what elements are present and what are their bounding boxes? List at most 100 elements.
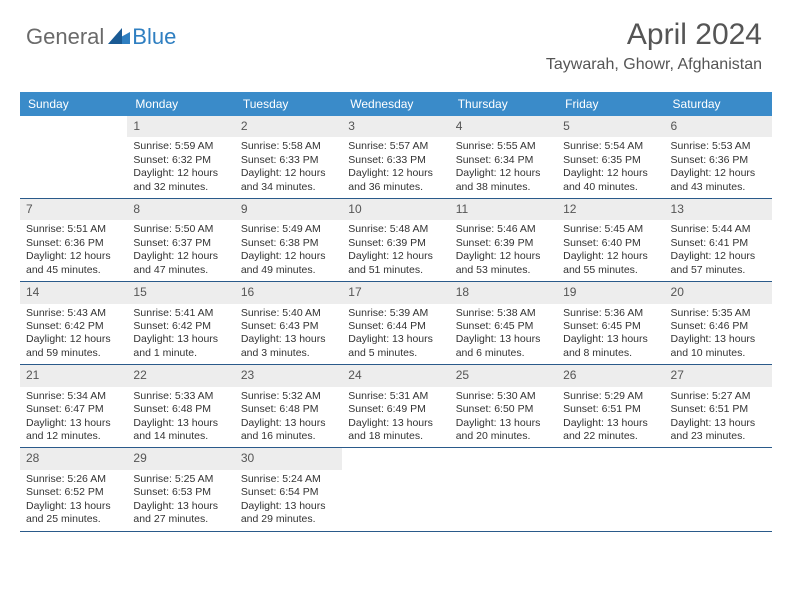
day-body: Sunrise: 5:38 AMSunset: 6:45 PMDaylight:… bbox=[450, 304, 557, 365]
day-body: Sunrise: 5:39 AMSunset: 6:44 PMDaylight:… bbox=[342, 304, 449, 365]
day-day1: Daylight: 12 hours bbox=[563, 167, 658, 180]
day-day1: Daylight: 13 hours bbox=[563, 417, 658, 430]
day-day2: and 36 minutes. bbox=[348, 181, 443, 194]
day-day2: and 49 minutes. bbox=[241, 264, 336, 277]
day-number: 21 bbox=[20, 365, 127, 386]
day-day2: and 47 minutes. bbox=[133, 264, 228, 277]
day-sunrise: Sunrise: 5:58 AM bbox=[241, 140, 336, 153]
day-sunrise: Sunrise: 5:46 AM bbox=[456, 223, 551, 236]
day-day1: Daylight: 12 hours bbox=[133, 167, 228, 180]
day-number: 3 bbox=[342, 116, 449, 137]
day-cell: 13 Sunrise: 5:44 AMSunset: 6:41 PMDayligh… bbox=[665, 199, 772, 281]
weekday-header: Monday bbox=[127, 92, 234, 116]
day-number: 17 bbox=[342, 282, 449, 303]
day-day1: Daylight: 13 hours bbox=[241, 500, 336, 513]
day-day1: Daylight: 12 hours bbox=[456, 167, 551, 180]
day-day1: Daylight: 13 hours bbox=[133, 500, 228, 513]
day-sunrise: Sunrise: 5:27 AM bbox=[671, 390, 766, 403]
day-day1: Daylight: 13 hours bbox=[563, 333, 658, 346]
day-sunrise: Sunrise: 5:59 AM bbox=[133, 140, 228, 153]
day-day1: Daylight: 13 hours bbox=[671, 417, 766, 430]
weekday-header: Thursday bbox=[450, 92, 557, 116]
day-day1: Daylight: 13 hours bbox=[348, 417, 443, 430]
day-day1: Daylight: 12 hours bbox=[671, 250, 766, 263]
day-number: 27 bbox=[665, 365, 772, 386]
day-body: Sunrise: 5:51 AMSunset: 6:36 PMDaylight:… bbox=[20, 220, 127, 281]
day-day1: Daylight: 13 hours bbox=[133, 333, 228, 346]
day-day2: and 10 minutes. bbox=[671, 347, 766, 360]
day-sunrise: Sunrise: 5:57 AM bbox=[348, 140, 443, 153]
logo-text-blue: Blue bbox=[132, 24, 176, 50]
day-cell: 17Sunrise: 5:39 AMSunset: 6:44 PMDayligh… bbox=[342, 282, 449, 364]
day-cell: 10Sunrise: 5:48 AMSunset: 6:39 PMDayligh… bbox=[342, 199, 449, 281]
week-row: 21Sunrise: 5:34 AMSunset: 6:47 PMDayligh… bbox=[20, 365, 772, 448]
day-cell: 9Sunrise: 5:49 AMSunset: 6:38 PMDaylight… bbox=[235, 199, 342, 281]
weekday-header: Friday bbox=[557, 92, 664, 116]
day-number: 1 bbox=[127, 116, 234, 137]
day-day1: Daylight: 13 hours bbox=[26, 500, 121, 513]
day-day2: and 18 minutes. bbox=[348, 430, 443, 443]
day-body: Sunrise: 5:43 AMSunset: 6:42 PMDaylight:… bbox=[20, 304, 127, 365]
day-cell: 5Sunrise: 5:54 AMSunset: 6:35 PMDaylight… bbox=[557, 116, 664, 198]
day-day1: Daylight: 13 hours bbox=[133, 417, 228, 430]
day-sunrise: Sunrise: 5:55 AM bbox=[456, 140, 551, 153]
day-body: Sunrise: 5:50 AMSunset: 6:37 PMDaylight:… bbox=[127, 220, 234, 281]
day-day2: and 27 minutes. bbox=[133, 513, 228, 526]
day-cell: . bbox=[342, 448, 449, 530]
week-row: 14Sunrise: 5:43 AMSunset: 6:42 PMDayligh… bbox=[20, 282, 772, 365]
page-header: General Blue April 2024 Taywarah, Ghowr,… bbox=[20, 16, 772, 88]
day-number: 5 bbox=[557, 116, 664, 137]
day-day1: Daylight: 12 hours bbox=[133, 250, 228, 263]
day-day2: and 57 minutes. bbox=[671, 264, 766, 277]
day-number: 13 bbox=[665, 199, 772, 220]
week-row: 28Sunrise: 5:26 AMSunset: 6:52 PMDayligh… bbox=[20, 448, 772, 531]
day-body: Sunrise: 5:40 AMSunset: 6:43 PMDaylight:… bbox=[235, 304, 342, 365]
day-number: 10 bbox=[342, 199, 449, 220]
weeks-container: .1Sunrise: 5:59 AMSunset: 6:32 PMDayligh… bbox=[20, 116, 772, 532]
day-day1: Daylight: 12 hours bbox=[671, 167, 766, 180]
day-sunrise: Sunrise: 5:32 AM bbox=[241, 390, 336, 403]
day-day1: Daylight: 13 hours bbox=[671, 333, 766, 346]
day-cell: 8Sunrise: 5:50 AMSunset: 6:37 PMDaylight… bbox=[127, 199, 234, 281]
logo-mark-icon bbox=[108, 26, 130, 49]
day-number: 19 bbox=[557, 282, 664, 303]
day-sunset: Sunset: 6:45 PM bbox=[456, 320, 551, 333]
day-cell: 19Sunrise: 5:36 AMSunset: 6:45 PMDayligh… bbox=[557, 282, 664, 364]
day-number: 15 bbox=[127, 282, 234, 303]
day-sunrise: Sunrise: 5:48 AM bbox=[348, 223, 443, 236]
day-sunset: Sunset: 6:41 PM bbox=[671, 237, 766, 250]
day-number: 11 bbox=[450, 199, 557, 220]
day-sunset: Sunset: 6:37 PM bbox=[133, 237, 228, 250]
day-cell: 16Sunrise: 5:40 AMSunset: 6:43 PMDayligh… bbox=[235, 282, 342, 364]
day-day2: and 6 minutes. bbox=[456, 347, 551, 360]
day-day2: and 20 minutes. bbox=[456, 430, 551, 443]
day-sunrise: Sunrise: 5:35 AM bbox=[671, 307, 766, 320]
day-cell: 4Sunrise: 5:55 AMSunset: 6:34 PMDaylight… bbox=[450, 116, 557, 198]
day-cell: . bbox=[20, 116, 127, 198]
week-row: 7Sunrise: 5:51 AMSunset: 6:36 PMDaylight… bbox=[20, 199, 772, 282]
day-sunrise: Sunrise: 5:49 AM bbox=[241, 223, 336, 236]
week-row: .1Sunrise: 5:59 AMSunset: 6:32 PMDayligh… bbox=[20, 116, 772, 199]
day-cell: 1Sunrise: 5:59 AMSunset: 6:32 PMDaylight… bbox=[127, 116, 234, 198]
day-sunrise: Sunrise: 5:36 AM bbox=[563, 307, 658, 320]
day-number: 20 bbox=[665, 282, 772, 303]
day-day2: and 25 minutes. bbox=[26, 513, 121, 526]
day-cell: 2Sunrise: 5:58 AMSunset: 6:33 PMDaylight… bbox=[235, 116, 342, 198]
day-sunset: Sunset: 6:48 PM bbox=[133, 403, 228, 416]
weekday-header-row: SundayMondayTuesdayWednesdayThursdayFrid… bbox=[20, 92, 772, 116]
day-day2: and 32 minutes. bbox=[133, 181, 228, 194]
day-cell: 25Sunrise: 5:30 AMSunset: 6:50 PMDayligh… bbox=[450, 365, 557, 447]
day-body: Sunrise: 5:58 AMSunset: 6:33 PMDaylight:… bbox=[235, 137, 342, 198]
day-cell: 18Sunrise: 5:38 AMSunset: 6:45 PMDayligh… bbox=[450, 282, 557, 364]
weekday-header: Sunday bbox=[20, 92, 127, 116]
day-sunrise: Sunrise: 5:38 AM bbox=[456, 307, 551, 320]
day-sunrise: Sunrise: 5:44 AM bbox=[671, 223, 766, 236]
day-sunrise: Sunrise: 5:24 AM bbox=[241, 473, 336, 486]
day-sunset: Sunset: 6:39 PM bbox=[348, 237, 443, 250]
day-number: 22 bbox=[127, 365, 234, 386]
day-number: 6 bbox=[665, 116, 772, 137]
day-cell: 15Sunrise: 5:41 AMSunset: 6:42 PMDayligh… bbox=[127, 282, 234, 364]
day-sunrise: Sunrise: 5:53 AM bbox=[671, 140, 766, 153]
day-number: 25 bbox=[450, 365, 557, 386]
day-sunset: Sunset: 6:33 PM bbox=[241, 154, 336, 167]
